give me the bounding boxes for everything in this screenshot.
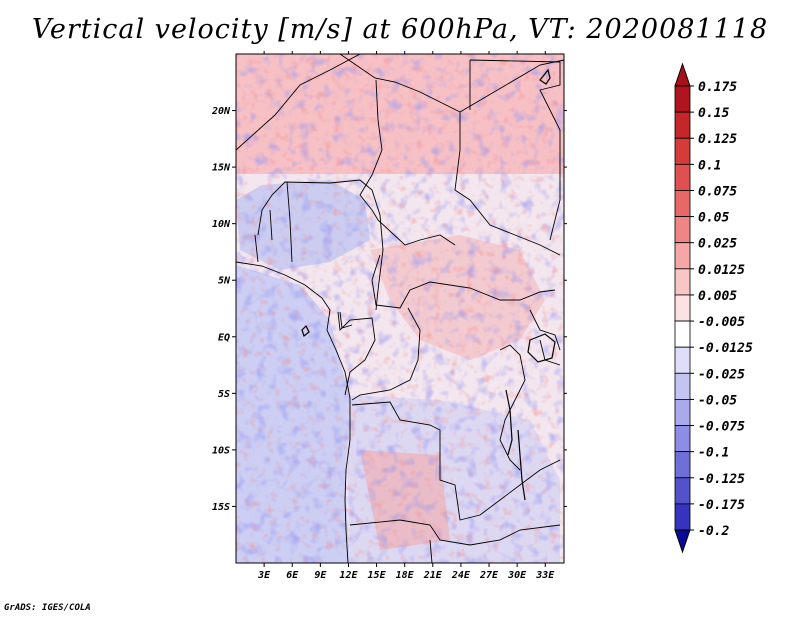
y-tick-label: 15N bbox=[212, 163, 231, 174]
y-tick-label: 10N bbox=[212, 219, 231, 230]
colorbar-segment bbox=[674, 242, 691, 270]
colorbar-low-arrow bbox=[674, 529, 691, 554]
x-tick-label: 3E bbox=[257, 570, 271, 581]
y-tick-label: 5N bbox=[218, 276, 231, 287]
colorbar: 0.175 0.15 0.125 0.1 0.075 0.05 0.025 0.0125 0.0… bbox=[674, 62, 753, 554]
y-tick-label: 10S bbox=[212, 445, 230, 456]
x-tick-label: 30E bbox=[507, 570, 527, 581]
colorbar-segment bbox=[674, 425, 691, 453]
colorbar-label: -0.0125 bbox=[698, 341, 753, 356]
y-tick-label: 20N bbox=[211, 106, 231, 117]
colorbar-label: -0.125 bbox=[698, 472, 745, 487]
colorbar-segment bbox=[674, 346, 691, 374]
map-frame bbox=[235, 53, 565, 564]
x-tick-label: 18E bbox=[396, 570, 415, 581]
colorbar-label: 0.075 bbox=[698, 184, 737, 199]
x-tick-label: 27E bbox=[479, 570, 499, 581]
colorbar-segment bbox=[674, 163, 691, 191]
x-tick-label: 9E bbox=[314, 570, 327, 581]
x-tick-label: 15E bbox=[368, 570, 387, 581]
colorbar-label: 0.005 bbox=[698, 289, 737, 304]
y-tick-label: 5S bbox=[218, 389, 230, 400]
colorbar-label: 0.05 bbox=[698, 211, 729, 226]
colorbar-segment bbox=[674, 85, 691, 113]
grads-credit: GrADS: IGES/COLA bbox=[4, 603, 91, 613]
colorbar-segment bbox=[674, 399, 691, 426]
x-axis-ticks: 3E 6E 9E 12E 15E 18E 21E 24E 27E 30E 33E bbox=[257, 51, 555, 581]
colorbar-segment bbox=[674, 216, 691, 244]
colorbar-segment bbox=[674, 111, 691, 139]
colorbar-label: -0.005 bbox=[698, 315, 745, 330]
x-tick-label: 33E bbox=[535, 570, 555, 581]
colorbar-label: -0.175 bbox=[698, 498, 745, 513]
colorbar-label: 0.025 bbox=[698, 237, 737, 252]
colorbar-label: 0.175 bbox=[698, 80, 737, 95]
colorbar-label: 0.125 bbox=[698, 132, 737, 147]
country-borders bbox=[236, 54, 564, 563]
map-title: Vertical velocity [m/s] at 600hPa, VT: 2… bbox=[31, 14, 769, 45]
colorbar-segment bbox=[674, 372, 691, 400]
x-tick-label: 6E bbox=[286, 570, 299, 581]
colorbar-label: 0.15 bbox=[698, 106, 729, 121]
colorbar-segment bbox=[674, 503, 691, 531]
colorbar-high-arrow bbox=[674, 62, 691, 87]
colorbar-label: -0.075 bbox=[698, 420, 745, 435]
x-tick-label: 12E bbox=[339, 570, 358, 581]
y-tick-label: 15S bbox=[212, 502, 230, 513]
colorbar-segment bbox=[674, 477, 691, 505]
lake-outlines bbox=[301, 68, 556, 501]
colorbar-segment bbox=[674, 294, 691, 322]
colorbar-label: -0.1 bbox=[698, 446, 729, 461]
y-tick-label: EQ bbox=[218, 332, 230, 343]
colorbar-segment bbox=[674, 268, 691, 296]
colorbar-segment bbox=[674, 451, 691, 479]
colorbar-label: 0.0125 bbox=[698, 263, 745, 278]
colorbar-label: -0.2 bbox=[698, 524, 729, 539]
velocity-field bbox=[236, 54, 564, 563]
x-tick-label: 24E bbox=[451, 570, 471, 581]
y-axis-ticks: 20N 15N 10N 5N EQ 5S 10S 15S bbox=[211, 106, 567, 513]
colorbar-segment bbox=[674, 320, 691, 348]
colorbar-label: 0.1 bbox=[698, 158, 721, 173]
colorbar-label: -0.025 bbox=[698, 367, 745, 382]
x-tick-label: 21E bbox=[423, 570, 443, 581]
colorbar-label: -0.05 bbox=[698, 393, 737, 408]
colorbar-segment bbox=[674, 190, 691, 217]
colorbar-segment bbox=[674, 137, 691, 165]
